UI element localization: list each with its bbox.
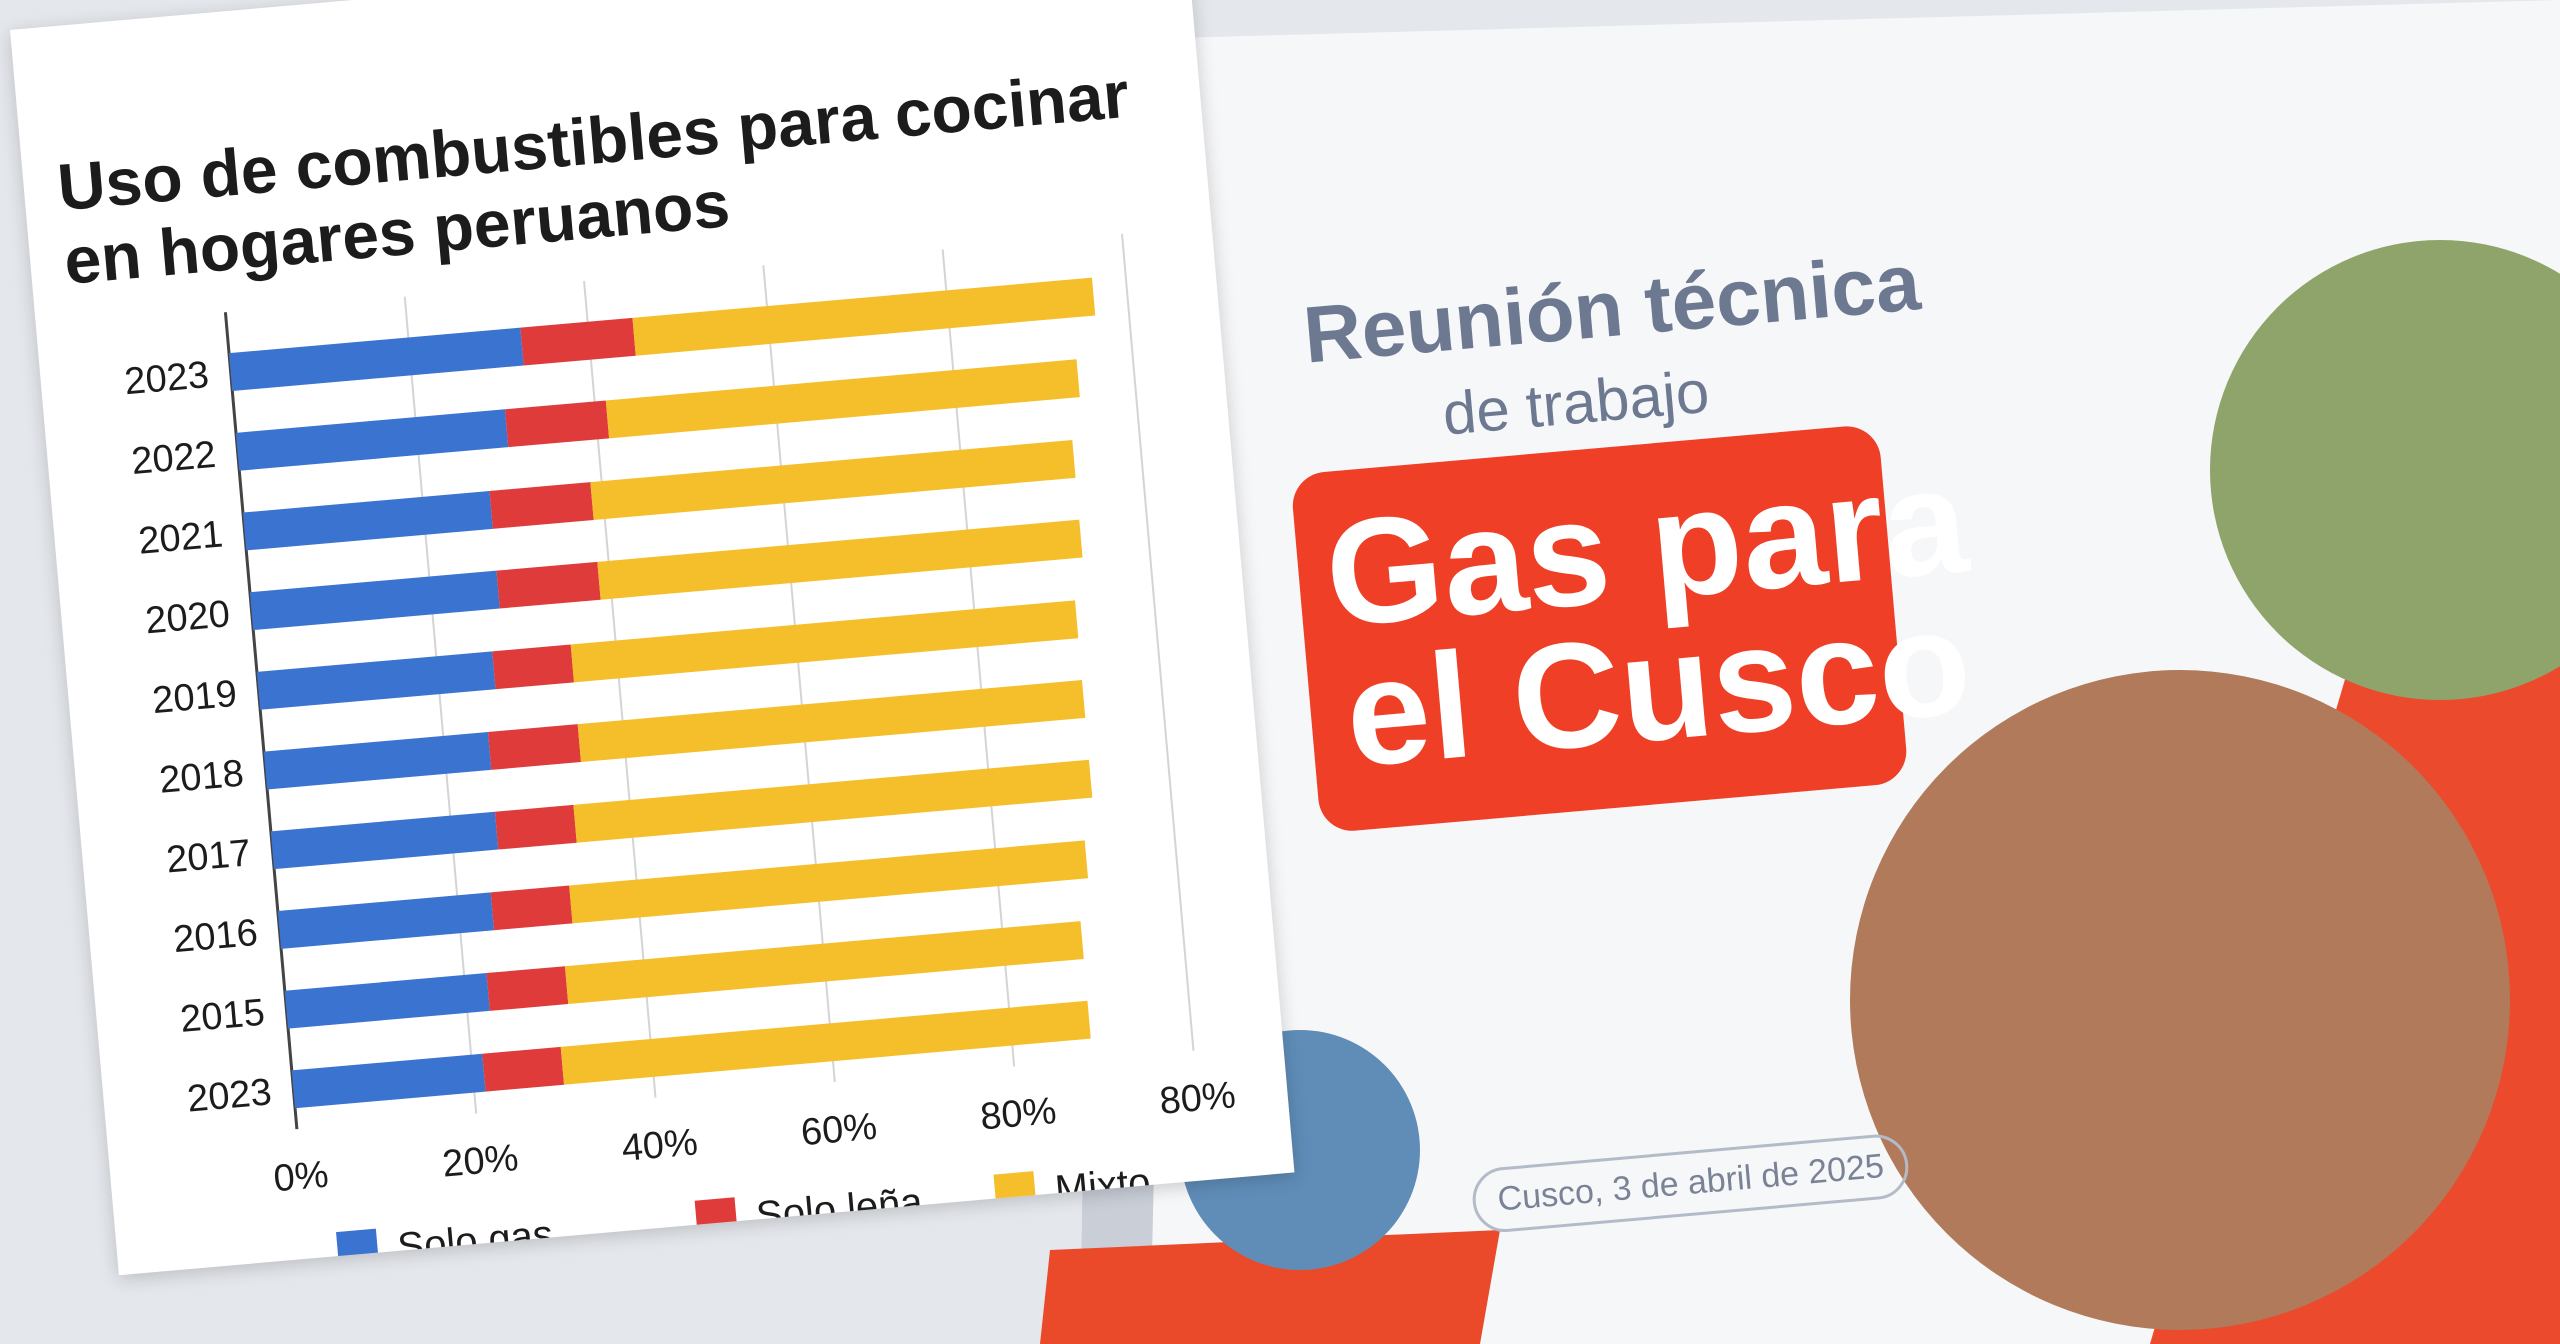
bar-segment xyxy=(564,921,1084,1005)
bar-segment xyxy=(235,409,509,471)
x-gridline xyxy=(1121,233,1195,1051)
bar-segment xyxy=(569,840,1089,924)
bar-segment xyxy=(496,561,601,609)
bar-segment xyxy=(277,892,495,949)
bar-segment xyxy=(490,885,573,931)
bar-segment xyxy=(590,439,1076,520)
cooking-photo-circle xyxy=(2210,240,2560,700)
x-tick-label: 0% xyxy=(272,1154,330,1201)
category-label: 2021 xyxy=(137,513,225,562)
bar-segment xyxy=(270,811,499,870)
category-label: 2020 xyxy=(144,593,232,642)
bar-segment xyxy=(256,651,496,710)
bar-segment xyxy=(482,1046,565,1092)
x-tick-label: 20% xyxy=(441,1137,520,1185)
bar-segment xyxy=(560,1000,1091,1085)
bar-segment xyxy=(605,359,1080,439)
chart-card: Uso de combustibles para cocinar en hoga… xyxy=(10,0,1295,1276)
category-label: 2018 xyxy=(158,753,246,802)
category-label: 2016 xyxy=(172,912,260,961)
category-label: 2023 xyxy=(186,1071,274,1120)
bar-segment xyxy=(249,570,500,631)
bar-segment xyxy=(489,482,594,529)
bar-segment xyxy=(486,966,569,1011)
bar-segment xyxy=(242,490,493,551)
bar-segment xyxy=(597,519,1083,600)
bar-segment xyxy=(492,644,575,690)
category-label: 2017 xyxy=(165,832,253,881)
x-tick-label: 40% xyxy=(620,1121,699,1169)
x-tick-label: 80% xyxy=(979,1090,1058,1138)
stacked-bar-chart: 0% 20% 40% 60% 80% 80% 2023 2022 2021 2020 2019 201… xyxy=(123,233,1237,1273)
bar-segment xyxy=(632,277,1096,356)
category-label: 2019 xyxy=(151,673,239,722)
category-label: 2015 xyxy=(179,992,267,1041)
bar-segment xyxy=(284,973,490,1029)
bar-segment xyxy=(573,759,1093,843)
bar-segment xyxy=(488,724,581,770)
bar-segment xyxy=(504,400,610,448)
category-label: 2023 xyxy=(123,354,211,403)
woman-cooking-photo-circle xyxy=(1850,670,2510,1330)
bar-segment xyxy=(570,600,1079,683)
bar-segment xyxy=(494,804,577,850)
x-tick-label: 60% xyxy=(799,1106,878,1154)
bar-segment xyxy=(291,1053,486,1109)
x-tick-label: 80% xyxy=(1158,1074,1237,1122)
bar-segment xyxy=(263,732,492,790)
bar-segment xyxy=(228,327,524,391)
category-label: 2022 xyxy=(130,434,218,483)
bar-segment xyxy=(520,317,636,366)
bar-segment xyxy=(577,680,1086,763)
